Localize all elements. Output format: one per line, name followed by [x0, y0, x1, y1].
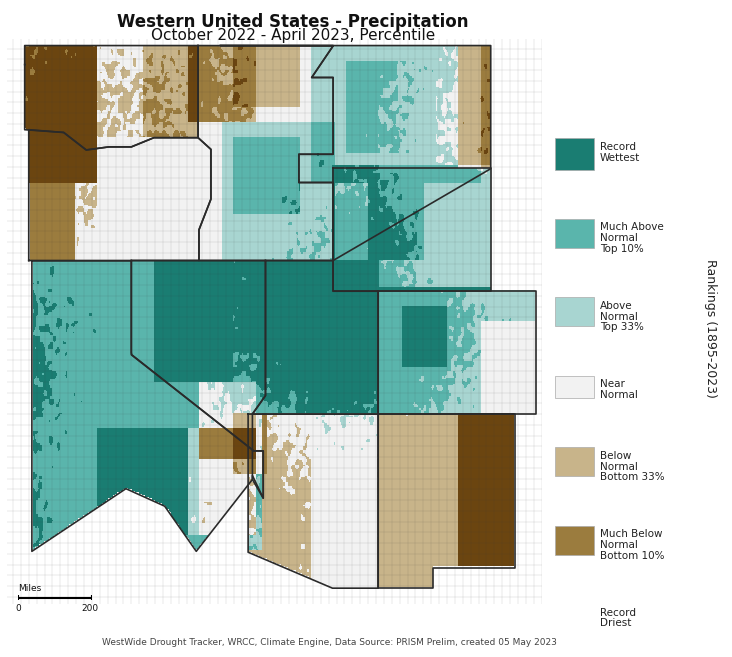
Text: Normal: Normal: [600, 390, 638, 400]
Text: Much Above: Much Above: [600, 223, 663, 233]
Text: Much Below: Much Below: [600, 530, 662, 539]
Text: October 2022 - April 2023, Percentile: October 2022 - April 2023, Percentile: [151, 28, 435, 43]
Text: Rankings (1895-2023): Rankings (1895-2023): [703, 259, 717, 398]
Text: WestWide Drought Tracker, WRCC, Climate Engine, Data Source: PRISM Prelim, creat: WestWide Drought Tracker, WRCC, Climate …: [102, 638, 557, 647]
Text: Bottom 33%: Bottom 33%: [600, 472, 665, 482]
Text: 200: 200: [81, 604, 99, 614]
Text: Above: Above: [600, 301, 632, 311]
Text: Bottom 10%: Bottom 10%: [600, 551, 665, 561]
Text: Normal: Normal: [600, 540, 638, 550]
Text: Miles: Miles: [18, 584, 42, 593]
Bar: [555, 376, 594, 398]
Text: Normal: Normal: [600, 311, 638, 321]
Bar: [555, 297, 594, 327]
Text: Top 10%: Top 10%: [600, 244, 643, 254]
Bar: [555, 526, 594, 555]
Text: Top 33%: Top 33%: [600, 323, 643, 332]
Text: Near: Near: [600, 379, 624, 389]
Text: Driest: Driest: [600, 618, 631, 629]
Text: 0: 0: [15, 604, 21, 614]
Text: Below: Below: [600, 451, 631, 461]
Text: Record: Record: [600, 608, 636, 618]
Text: Normal: Normal: [600, 462, 638, 472]
Text: Record: Record: [600, 142, 636, 152]
Text: Western United States - Precipitation: Western United States - Precipitation: [117, 13, 468, 31]
Bar: [555, 138, 594, 170]
Bar: [555, 219, 594, 248]
Text: Wettest: Wettest: [600, 152, 640, 162]
Text: Normal: Normal: [600, 233, 638, 243]
Bar: [555, 604, 594, 627]
Bar: [555, 447, 594, 476]
